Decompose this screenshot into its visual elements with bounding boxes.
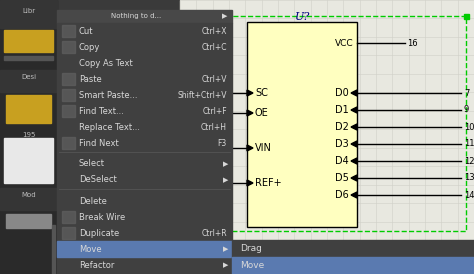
Bar <box>0 70 57 92</box>
Text: Shift+Ctrl+V: Shift+Ctrl+V <box>177 90 227 99</box>
Bar <box>62 227 75 239</box>
Text: D5: D5 <box>335 173 349 183</box>
Text: D1: D1 <box>335 105 349 115</box>
Text: Ctrl+C: Ctrl+C <box>201 42 227 52</box>
Polygon shape <box>351 124 357 130</box>
Bar <box>52 225 55 274</box>
Text: Select: Select <box>79 159 105 169</box>
Polygon shape <box>351 192 357 198</box>
Text: D0: D0 <box>335 88 349 98</box>
Text: VIN: VIN <box>255 143 272 153</box>
Text: Refactor: Refactor <box>79 261 114 270</box>
Text: Paste: Paste <box>79 75 102 84</box>
Text: 1: 1 <box>209 137 214 146</box>
Text: Move: Move <box>240 261 264 270</box>
Text: D2: D2 <box>335 122 349 132</box>
Text: ▶: ▶ <box>223 161 228 167</box>
Bar <box>0 188 57 210</box>
Bar <box>57 241 232 257</box>
Bar <box>194 14 199 19</box>
Text: Ctrl+R: Ctrl+R <box>201 229 227 238</box>
Text: ▶: ▶ <box>222 13 227 19</box>
Bar <box>62 105 75 117</box>
Text: Replace Text...: Replace Text... <box>79 122 140 132</box>
Bar <box>4 138 53 183</box>
Text: Break Wire: Break Wire <box>79 213 125 221</box>
Text: Duplicate: Duplicate <box>79 229 119 238</box>
Polygon shape <box>351 175 357 181</box>
Polygon shape <box>351 107 357 113</box>
Polygon shape <box>351 141 357 147</box>
Text: 16: 16 <box>407 39 418 47</box>
Polygon shape <box>247 90 253 96</box>
Text: 12: 12 <box>464 156 474 165</box>
Bar <box>232 257 474 274</box>
Text: U?: U? <box>295 12 310 22</box>
Bar <box>62 137 75 149</box>
Text: Copy: Copy <box>79 42 100 52</box>
Text: ▶: ▶ <box>223 177 228 183</box>
Text: 195: 195 <box>22 132 35 138</box>
Text: Smart Paste...: Smart Paste... <box>79 90 137 99</box>
Bar <box>62 211 75 223</box>
Text: Mod: Mod <box>21 192 36 198</box>
Text: Nothing to d...: Nothing to d... <box>110 13 161 19</box>
Bar <box>62 25 75 37</box>
Text: DeSelect: DeSelect <box>79 176 117 184</box>
Text: Find Text...: Find Text... <box>79 107 124 116</box>
Bar <box>62 73 75 85</box>
Polygon shape <box>247 180 253 186</box>
Text: ▶: ▶ <box>223 262 228 268</box>
Text: Desi: Desi <box>21 74 36 80</box>
Text: 14: 14 <box>464 190 474 199</box>
Text: D4: D4 <box>335 156 349 166</box>
Text: F3: F3 <box>218 138 227 147</box>
Text: Ctrl+V: Ctrl+V <box>201 75 227 84</box>
Polygon shape <box>351 90 357 96</box>
Text: Delete: Delete <box>79 196 107 206</box>
Text: SC: SC <box>255 88 268 98</box>
Text: 10: 10 <box>464 122 474 132</box>
Bar <box>62 89 75 101</box>
Text: Libr: Libr <box>22 8 35 14</box>
Bar <box>180 0 474 240</box>
Polygon shape <box>351 158 357 164</box>
Bar <box>232 240 474 274</box>
Text: Drag: Drag <box>240 244 262 253</box>
Bar <box>196 16 466 231</box>
Text: 11: 11 <box>464 139 474 149</box>
Text: 5: 5 <box>209 102 214 111</box>
Text: VCC: VCC <box>336 39 354 47</box>
Text: Ctrl+H: Ctrl+H <box>201 122 227 132</box>
Text: Find Next: Find Next <box>79 138 119 147</box>
Text: Ctrl+X: Ctrl+X <box>201 27 227 36</box>
Text: 9: 9 <box>464 105 469 115</box>
Text: Cut: Cut <box>79 27 93 36</box>
Bar <box>57 10 232 23</box>
Bar <box>4 30 53 52</box>
Bar <box>4 56 53 60</box>
Bar <box>6 214 51 228</box>
Text: 2: 2 <box>209 172 214 181</box>
Text: 7: 7 <box>464 89 469 98</box>
Text: Ctrl+F: Ctrl+F <box>202 107 227 116</box>
Bar <box>464 14 469 19</box>
Bar <box>247 22 357 227</box>
Text: 13: 13 <box>464 173 474 182</box>
Text: D6: D6 <box>335 190 349 200</box>
Polygon shape <box>247 145 253 151</box>
Bar <box>0 0 57 28</box>
Text: ▶: ▶ <box>223 246 228 252</box>
Text: Move: Move <box>79 244 101 253</box>
Bar <box>57 23 232 274</box>
Text: OE: OE <box>255 108 269 118</box>
Bar <box>6 95 51 123</box>
Text: D3: D3 <box>335 139 349 149</box>
Text: 4: 4 <box>209 82 214 91</box>
Text: Copy As Text: Copy As Text <box>79 59 133 67</box>
Bar <box>0 0 57 274</box>
Text: REF+: REF+ <box>255 178 282 188</box>
Polygon shape <box>247 110 253 116</box>
Bar <box>62 41 75 53</box>
